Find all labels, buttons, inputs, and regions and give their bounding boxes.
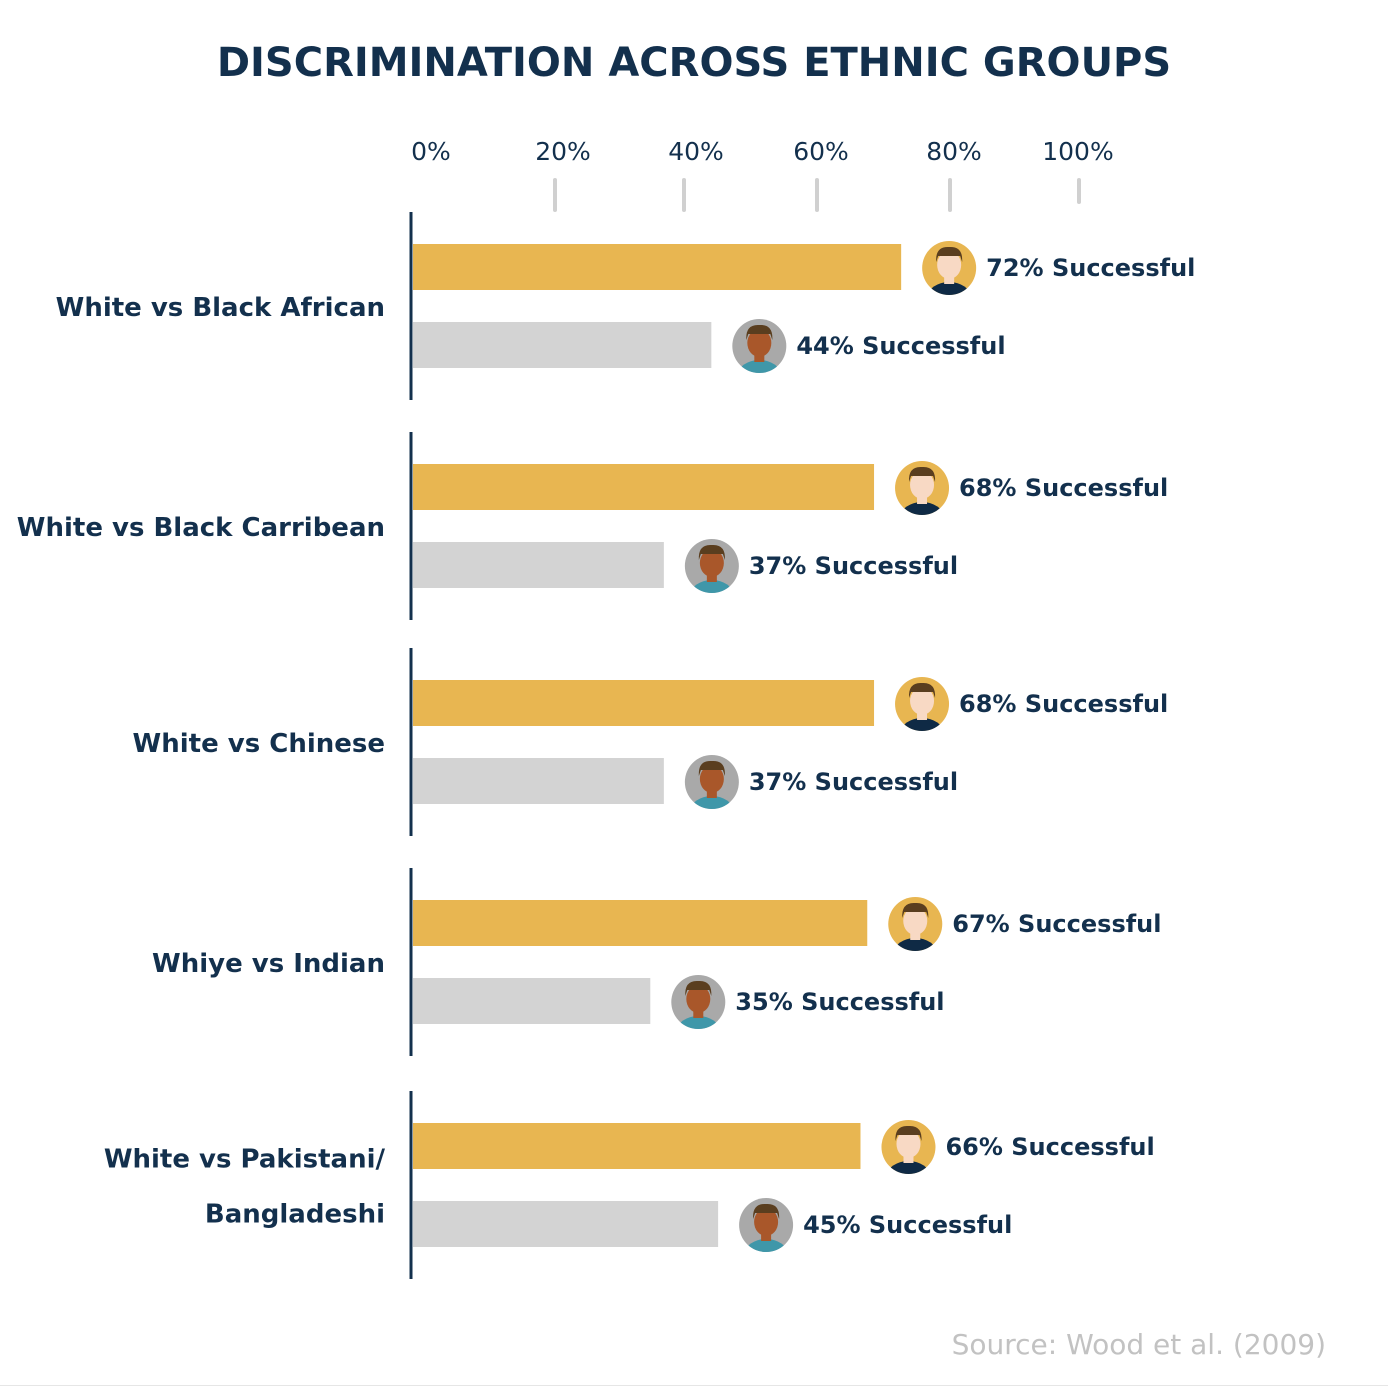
value-label: 68% Successful xyxy=(959,690,1168,718)
category-label: Whiye vs Indian xyxy=(152,949,385,979)
bar-ethnic-minority xyxy=(413,758,664,804)
bar-white xyxy=(413,680,875,726)
category-label: White vs Pakistani/ xyxy=(104,1145,386,1175)
footer-divider xyxy=(0,1385,1388,1386)
plot-area: White vs Black African 72% Successful 44% … xyxy=(17,212,1195,1279)
category-label: White vs Black African xyxy=(56,293,385,323)
value-label: 68% Successful xyxy=(959,474,1168,502)
white-person-avatar-icon xyxy=(895,461,950,515)
bar-white xyxy=(413,900,868,946)
ethnic-minority-person-avatar-icon xyxy=(671,975,726,1029)
x-tick-label: 80% xyxy=(926,137,982,166)
chart-title: DISCRIMINATION ACROSS ETHNIC GROUPS xyxy=(217,40,1171,86)
category-group: White vs Chinese 68% Successful 37% Succes… xyxy=(133,648,1168,836)
x-tick-label: 0% xyxy=(411,137,451,166)
bar-white xyxy=(413,244,902,290)
bar-white xyxy=(413,464,875,510)
value-label: 72% Successful xyxy=(986,254,1195,282)
value-label: 37% Successful xyxy=(749,552,958,580)
category-label: White vs Chinese xyxy=(133,729,385,759)
ethnic-minority-person-avatar-icon xyxy=(684,539,739,593)
bar-ethnic-minority xyxy=(413,1201,719,1247)
x-tick-label: 40% xyxy=(668,137,724,166)
value-label: 66% Successful xyxy=(945,1133,1154,1161)
bar-white xyxy=(413,1123,861,1169)
x-tick-label: 60% xyxy=(793,137,849,166)
value-label: 45% Successful xyxy=(803,1211,1012,1239)
ethnic-minority-person-avatar-icon xyxy=(732,319,787,373)
category-group: White vs Black African 72% Successful 44% … xyxy=(56,212,1195,400)
value-label: 67% Successful xyxy=(952,910,1161,938)
category-group: White vs Black Carribean 68% Successful 37… xyxy=(17,432,1168,620)
x-axis: 0% 20% 40% 60% 80% 100% xyxy=(411,137,1114,212)
bar-ethnic-minority xyxy=(413,978,651,1024)
white-person-avatar-icon xyxy=(895,677,950,731)
x-tick-label: 100% xyxy=(1042,137,1113,166)
x-tick-label: 20% xyxy=(535,137,591,166)
bar-ethnic-minority xyxy=(413,322,712,368)
category-label: Bangladeshi xyxy=(205,1200,385,1230)
value-label: 35% Successful xyxy=(735,988,944,1016)
white-person-avatar-icon xyxy=(888,897,943,951)
white-person-avatar-icon xyxy=(881,1120,936,1174)
category-label: White vs Black Carribean xyxy=(17,513,385,543)
source-note: Source: Wood et al. (2009) xyxy=(952,1328,1326,1361)
value-label: 37% Successful xyxy=(749,768,958,796)
ethnic-minority-person-avatar-icon xyxy=(684,755,739,809)
bar-ethnic-minority xyxy=(413,542,664,588)
category-group: White vs Pakistani/Bangladeshi 66% Succes… xyxy=(104,1091,1155,1279)
category-group: Whiye vs Indian 67% Successful 35% Success… xyxy=(152,868,1161,1056)
ethnic-minority-person-avatar-icon xyxy=(739,1198,794,1252)
value-label: 44% Successful xyxy=(796,332,1005,360)
white-person-avatar-icon xyxy=(922,241,977,295)
